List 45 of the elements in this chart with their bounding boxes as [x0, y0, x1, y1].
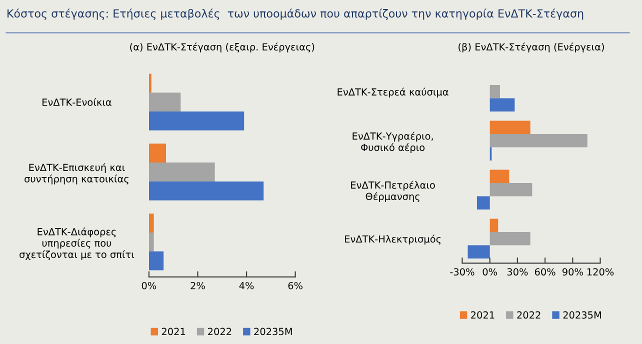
bar — [148, 162, 215, 182]
bar — [490, 84, 500, 98]
bar — [476, 196, 490, 210]
legend-label: 2021 — [471, 311, 494, 319]
legend-label: 2022 — [208, 328, 232, 336]
y-tick-label: ΕνΔΤΚ-Πετρέλαιο Θέρμανσης — [351, 180, 435, 202]
bar — [490, 134, 588, 148]
legend-label: 20235M — [563, 311, 601, 319]
x-tick-label: 120% — [587, 268, 614, 276]
legend-label: 2021 — [162, 328, 186, 336]
bar — [148, 111, 244, 130]
x-tick-label: 60% — [534, 268, 556, 276]
text: Κόστος στέγασης: Ετήσιες μεταβολές των υποομάδων που απαρτίζουν την κατηγορία ΕνΔΤΚ-Στέγαση — [8, 8, 584, 20]
bar — [148, 251, 164, 270]
bar — [490, 98, 515, 112]
y-tick-label: ΕνΔΤΚ-Επισκευή και συντήρηση κατοικίας — [24, 163, 128, 184]
y-tick-label: ΕνΔΤΚ-Ηλεκτρισμός — [345, 234, 441, 245]
bar — [490, 183, 532, 196]
x-tick-label: 0% — [482, 268, 498, 276]
y-tick-label: ΕνΔΤΚ-Ενοίκια — [42, 98, 112, 106]
y-tick-label: ΕνΔΤΚ-Υγραέριο, Φυσικό αέριο — [352, 132, 433, 153]
chart-title: (β) ΕνΔΤΚ-Στέγαση (Ενέργεια) — [458, 42, 604, 52]
x-tick-label: 2% — [190, 282, 205, 290]
bar — [148, 74, 152, 93]
bar — [148, 92, 181, 112]
x-tick-label: 90% — [562, 268, 583, 276]
bar — [148, 181, 264, 200]
bar — [148, 214, 154, 233]
bar — [468, 245, 490, 259]
chart-title: (α) ΕνΔΤΚ-Στέγαση (εξαιρ. Ενέργειας) — [130, 42, 314, 52]
y-tick-label: ΕνΔΤΚ-Διάφορες υπηρεσίες που σχετίζονται με το σπίτι — [20, 227, 134, 260]
x-tick-label: 4% — [239, 282, 254, 290]
bar — [490, 170, 510, 184]
bar — [490, 120, 530, 134]
x-tick-label: 0% — [142, 282, 156, 290]
bar — [148, 232, 154, 252]
legend-label: 2022 — [517, 311, 540, 319]
x-tick-label: 30% — [507, 268, 528, 276]
y-tick-label: ΕνΔΤΚ-Στερεά καύσιμα — [338, 88, 448, 98]
bar — [148, 144, 166, 163]
x-tick-label: 6% — [288, 282, 302, 290]
bar — [490, 218, 498, 232]
x-tick-label: -30% — [450, 268, 474, 276]
bar — [490, 232, 530, 246]
legend-label: 20235M — [254, 328, 292, 336]
